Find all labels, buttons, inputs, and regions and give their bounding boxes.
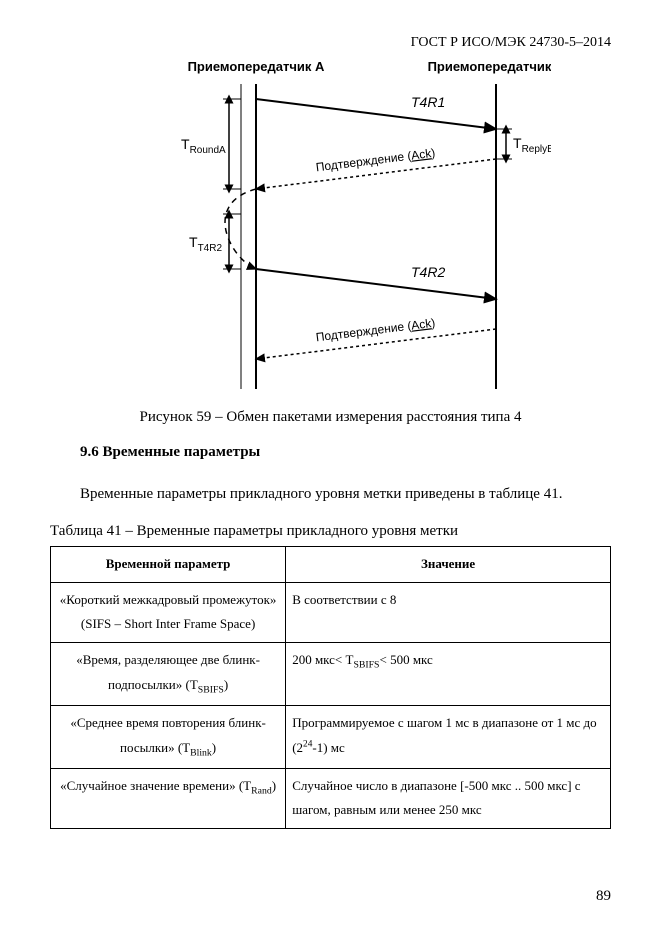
table-row: «Среднее время повторения блинк-посылки»… bbox=[51, 705, 611, 768]
section-9-6-paragraph: Временные параметры прикладного уровня м… bbox=[50, 479, 611, 509]
table-row: «Время, разделяющее две блинк-подпосылки… bbox=[51, 643, 611, 706]
diagram-title-a: Приемопередатчик А bbox=[187, 59, 324, 74]
label-ack2: Подтверждение ( bbox=[315, 319, 412, 345]
table-cell-param: «Случайное значение времени» (TRand) bbox=[51, 768, 286, 828]
page-number: 89 bbox=[596, 888, 611, 905]
table-41-title: Таблица 41 – Временные параметры приклад… bbox=[50, 523, 611, 540]
figure-59-diagram: Приемопередатчик А Приемопередатчик В T4… bbox=[111, 59, 551, 389]
label-t4r1: T4R1 bbox=[411, 94, 445, 110]
table-cell-value: Программируемое с шагом 1 мс в диапазоне… bbox=[286, 705, 611, 768]
diagram-title-b: Приемопередатчик В bbox=[427, 59, 550, 74]
svg-text:TRoundA: TRoundA bbox=[181, 136, 226, 156]
table-row: «Короткий межкадровый промежуток» (SIFS … bbox=[51, 582, 611, 642]
table-cell-param: «Среднее время повторения блинк-посылки»… bbox=[51, 705, 286, 768]
table-cell-param: «Время, разделяющее две блинк-подпосылки… bbox=[51, 643, 286, 706]
table-41: Временной параметр Значение «Короткий ме… bbox=[50, 546, 611, 829]
label-t4r2: T4R2 bbox=[411, 264, 445, 280]
svg-text:TT4R2: TT4R2 bbox=[189, 234, 222, 254]
label-ack1: Подтверждение ( bbox=[315, 149, 412, 175]
table-cell-value: В соответствии с 8 bbox=[286, 582, 611, 642]
table-header-row: Временной параметр Значение bbox=[51, 547, 611, 583]
header-doc-code: ГОСТ Р ИСО/МЭК 24730-5–2014 bbox=[50, 35, 611, 51]
col-header-value: Значение bbox=[286, 547, 611, 583]
section-9-6-title: 9.6 Временные параметры bbox=[80, 444, 611, 461]
figure-59-caption: Рисунок 59 – Обмен пакетами измерения ра… bbox=[50, 409, 611, 426]
svg-text:TReplyB: TReplyB bbox=[513, 135, 551, 155]
table-row: «Случайное значение времени» (TRand)Случ… bbox=[51, 768, 611, 828]
col-header-param: Временной параметр bbox=[51, 547, 286, 583]
table-cell-value: 200 мкс< TSBIFS< 500 мкс bbox=[286, 643, 611, 706]
table-cell-param: «Короткий межкадровый промежуток» (SIFS … bbox=[51, 582, 286, 642]
table-cell-value: Случайное число в диапазоне [-500 мкс ..… bbox=[286, 768, 611, 828]
svg-text:Подтверждение (Ack): Подтверждение (Ack) bbox=[315, 316, 436, 345]
svg-text:Подтверждение (Ack): Подтверждение (Ack) bbox=[315, 146, 436, 175]
